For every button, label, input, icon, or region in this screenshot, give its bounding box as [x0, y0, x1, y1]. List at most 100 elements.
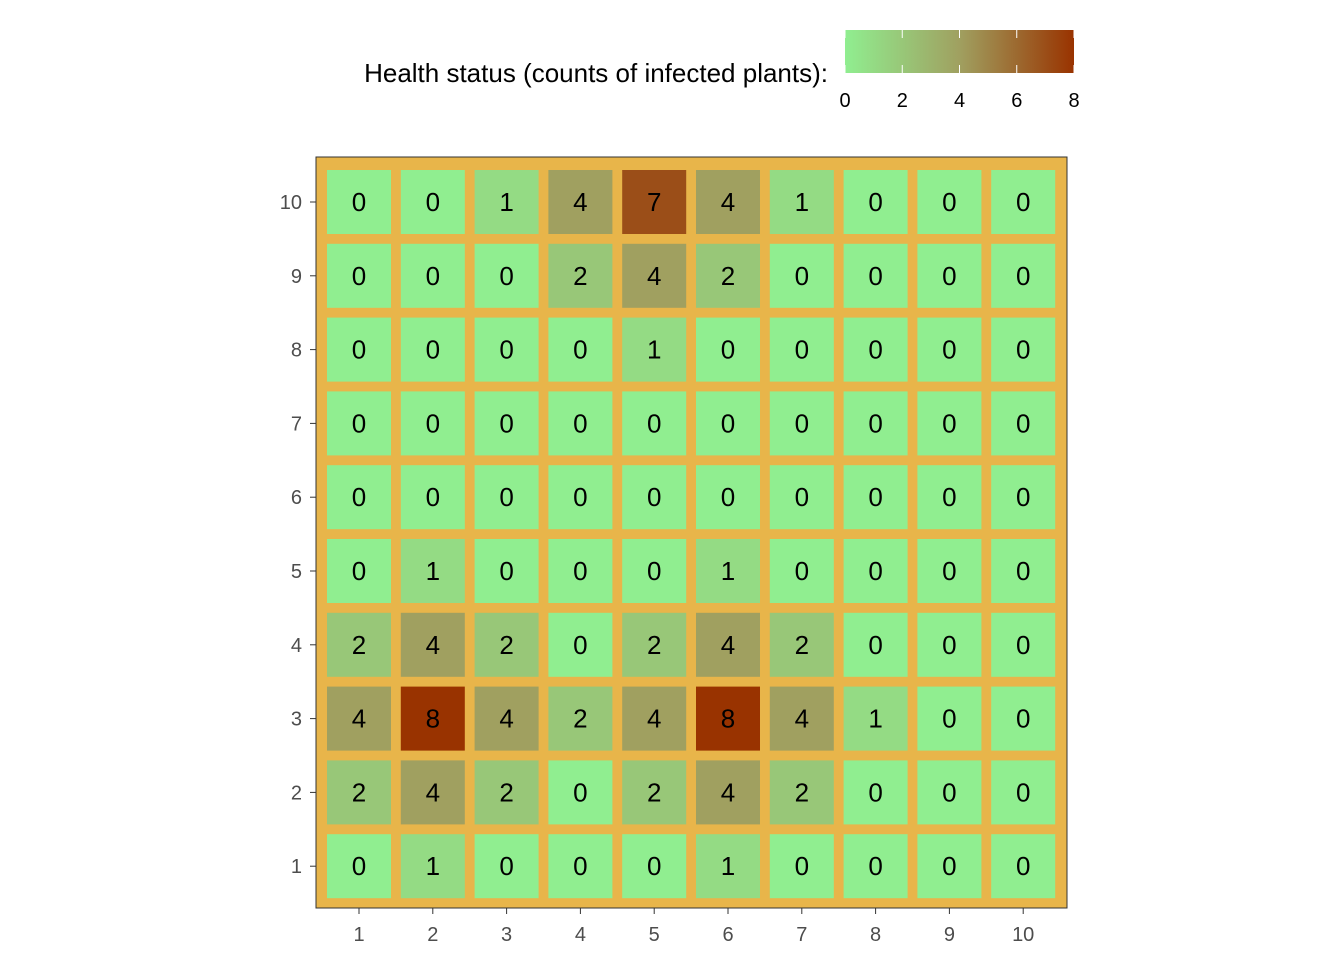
cell-value-label: 0 — [1016, 408, 1030, 438]
cell-value-label: 2 — [499, 630, 513, 660]
heatmap-cell — [991, 317, 1056, 382]
cell-value-label: 4 — [573, 187, 587, 217]
cell-value-label: 1 — [499, 187, 513, 217]
heatmap-cell — [769, 317, 834, 382]
legend-tick-label: 0 — [839, 90, 850, 112]
y-tick-label: 7 — [291, 413, 302, 435]
cell-value-label: 0 — [868, 482, 882, 512]
y-tick-label: 2 — [291, 782, 302, 804]
cell-value-label: 0 — [721, 335, 735, 365]
cell-value-label: 0 — [868, 261, 882, 291]
x-tick-label: 4 — [575, 924, 586, 946]
cell-value-label: 1 — [647, 335, 661, 365]
heatmap-cell — [548, 834, 613, 899]
cell-value-label: 0 — [352, 556, 366, 586]
cell-value-label: 1 — [426, 851, 440, 881]
heatmap-cell — [622, 243, 687, 308]
cell-value-label: 0 — [721, 482, 735, 512]
heatmap-cell — [548, 465, 613, 530]
cell-value-label: 0 — [795, 335, 809, 365]
y-tick-label: 10 — [280, 192, 302, 214]
legend-tick-label: 2 — [897, 90, 908, 112]
cell-value-label: 1 — [795, 187, 809, 217]
cell-value-label: 2 — [573, 261, 587, 291]
heatmap-cell — [769, 243, 834, 308]
y-tick-label: 5 — [291, 561, 302, 583]
cell-value-label: 4 — [721, 630, 735, 660]
heatmap-cell — [327, 760, 391, 825]
heatmap-cell — [622, 391, 687, 456]
heatmap-cell — [327, 834, 391, 899]
legend-title: Health status (counts of infected plants… — [364, 58, 828, 88]
heatmap-cell — [622, 465, 687, 530]
heatmap-cell — [769, 539, 834, 603]
heatmap-cell — [991, 539, 1056, 603]
cell-value-label: 0 — [352, 851, 366, 881]
heatmap-cell — [843, 539, 908, 603]
heatmap-cell — [769, 834, 834, 899]
heatmap-cell — [474, 834, 539, 899]
cell-value-label: 2 — [721, 261, 735, 291]
heatmap-cell — [696, 834, 760, 899]
heatmap-cell — [327, 317, 391, 382]
heatmap-cells: 0 0 1 4 7 4 1 0 0 0 0 0 0 2 4 2 0 0 0 0 0 0 0 0 1 0 0 0 0 0 0 0 0 0 0 0 0 0 0 0… — [327, 170, 1056, 899]
cell-value-label: 0 — [1016, 704, 1030, 734]
heatmap-cell — [991, 391, 1056, 456]
cell-value-label: 4 — [352, 704, 366, 734]
heatmap-cell — [474, 686, 539, 751]
legend: Health status (counts of infected plants… — [364, 30, 1080, 112]
cell-value-label: 0 — [868, 187, 882, 217]
heatmap-cell — [843, 391, 908, 456]
heatmap-cell — [327, 465, 391, 530]
cell-value-label: 0 — [647, 556, 661, 586]
cell-value-label: 2 — [499, 777, 513, 807]
cell-value-label: 0 — [795, 851, 809, 881]
cell-value-label: 4 — [721, 777, 735, 807]
cell-value-label: 0 — [1016, 556, 1030, 586]
cell-value-label: 0 — [868, 556, 882, 586]
heatmap-cell — [548, 170, 613, 234]
heatmap-cell — [917, 686, 982, 751]
heatmap-cell — [474, 539, 539, 603]
cell-value-label: 0 — [426, 482, 440, 512]
x-tick-label: 9 — [944, 924, 955, 946]
cell-value-label: 1 — [721, 556, 735, 586]
cell-value-label: 0 — [573, 335, 587, 365]
heatmap-cell — [327, 391, 391, 456]
heatmap-cell — [917, 391, 982, 456]
heatmap-cell — [917, 760, 982, 825]
heatmap-cell — [622, 539, 687, 603]
cell-value-label: 0 — [795, 556, 809, 586]
cell-value-label: 0 — [352, 261, 366, 291]
cell-value-label: 0 — [573, 482, 587, 512]
cell-value-label: 0 — [352, 187, 366, 217]
cell-value-label: 0 — [573, 777, 587, 807]
heatmap-cell — [917, 834, 982, 899]
cell-value-label: 8 — [721, 704, 735, 734]
heatmap-cell — [843, 243, 908, 308]
heatmap-cell — [622, 760, 687, 825]
heatmap-cell — [769, 686, 834, 751]
cell-value-label: 0 — [1016, 482, 1030, 512]
cell-value-label: 0 — [499, 261, 513, 291]
heatmap-cell — [474, 170, 539, 234]
x-tick-label: 10 — [1012, 924, 1034, 946]
cell-value-label: 4 — [647, 704, 661, 734]
heatmap-cell — [843, 760, 908, 825]
x-tick-label: 7 — [796, 924, 807, 946]
cell-value-label: 0 — [942, 335, 956, 365]
heatmap-cell — [400, 612, 465, 677]
cell-value-label: 0 — [1016, 777, 1030, 807]
cell-value-label: 1 — [721, 851, 735, 881]
heatmap-cell — [991, 612, 1056, 677]
x-tick-label: 8 — [870, 924, 881, 946]
heatmap-cell — [769, 612, 834, 677]
y-tick-label: 6 — [291, 487, 302, 509]
cell-value-label: 0 — [426, 335, 440, 365]
heatmap-cell — [548, 539, 613, 603]
heatmap-cell — [327, 686, 391, 751]
heatmap-cell — [991, 465, 1056, 530]
heatmap-cell — [400, 834, 465, 899]
heatmap-cell — [327, 539, 391, 603]
cell-value-label: 7 — [647, 187, 661, 217]
